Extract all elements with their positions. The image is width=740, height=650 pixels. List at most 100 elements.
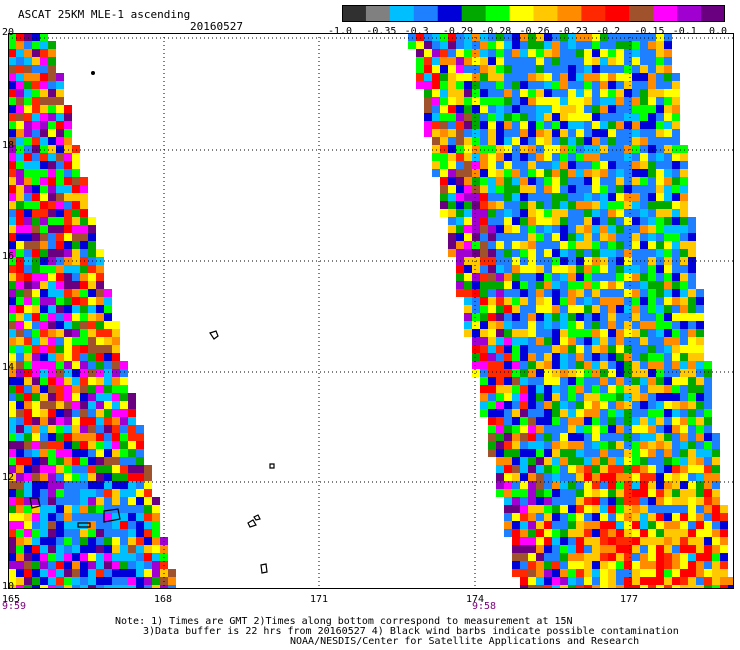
- swath-cell: [568, 393, 576, 401]
- swath-cell: [680, 201, 688, 209]
- swath-cell: [72, 233, 80, 241]
- swath-cell: [472, 97, 480, 105]
- swath-cell: [40, 281, 48, 289]
- swath-cell: [592, 409, 600, 417]
- swath-cell: [456, 121, 464, 129]
- swath-cell: [488, 393, 496, 401]
- swath-cell: [136, 505, 144, 513]
- swath-cell: [472, 153, 480, 161]
- swath-cell: [704, 497, 712, 505]
- swath-cell: [120, 473, 128, 481]
- swath-cell: [672, 89, 680, 97]
- swath-cell: [672, 297, 680, 305]
- swath-cell: [536, 441, 544, 449]
- swath-cell: [632, 33, 640, 41]
- swath-cell: [96, 473, 104, 481]
- swath-cell: [504, 137, 512, 145]
- swath-cell: [552, 521, 560, 529]
- swath-cell: [56, 417, 64, 425]
- colorbar-label: -0.2: [596, 26, 621, 37]
- swath-cell: [96, 385, 104, 393]
- swath-cell: [40, 417, 48, 425]
- swath-cell: [440, 129, 448, 137]
- swath-cell: [616, 129, 624, 137]
- swath-cell: [144, 489, 152, 497]
- swath-cell: [560, 265, 568, 273]
- swath-cell: [560, 161, 568, 169]
- swath-cell: [152, 505, 160, 513]
- swath-cell: [664, 401, 672, 409]
- swath-cell: [536, 353, 544, 361]
- swath-cell: [688, 569, 696, 577]
- swath-cell: [80, 489, 88, 497]
- swath-cell: [536, 313, 544, 321]
- swath-cell: [584, 233, 592, 241]
- swath-cell: [496, 105, 504, 113]
- swath-cell: [624, 313, 632, 321]
- swath-cell: [464, 321, 472, 329]
- swath-cell: [32, 505, 40, 513]
- swath-cell: [616, 377, 624, 385]
- swath-cell: [608, 145, 616, 153]
- swath-cell: [80, 241, 88, 249]
- lat-label-10: 10: [2, 581, 15, 592]
- footnotes: Note: 1) Times are GMT 2)Times along bot…: [115, 617, 679, 647]
- swath-cell: [480, 65, 488, 73]
- swath-cell: [696, 305, 704, 313]
- swath-cell: [704, 489, 712, 497]
- swath-cell: [528, 393, 536, 401]
- swath-cell: [112, 433, 120, 441]
- swath-cell: [64, 401, 72, 409]
- swath-cell: [496, 217, 504, 225]
- swath-cell: [80, 561, 88, 569]
- swath-cell: [608, 241, 616, 249]
- swath-cell: [664, 113, 672, 121]
- swath-cell: [600, 385, 608, 393]
- swath-cell: [656, 137, 664, 145]
- swath-cell: [504, 281, 512, 289]
- swath-cell: [128, 585, 136, 589]
- swath-cell: [616, 105, 624, 113]
- swath-cell: [120, 561, 128, 569]
- swath-cell: [600, 137, 608, 145]
- swath-cell: [536, 145, 544, 153]
- swath-cell: [528, 49, 536, 57]
- swath-cell: [104, 409, 112, 417]
- swath-cell: [560, 497, 568, 505]
- swath-cell: [600, 313, 608, 321]
- swath-cell: [520, 297, 528, 305]
- swath-cell: [424, 113, 432, 121]
- swath-cell: [136, 577, 144, 585]
- swath-cell: [16, 369, 24, 377]
- swath-cell: [584, 177, 592, 185]
- swath-cell: [592, 177, 600, 185]
- swath-cell: [592, 153, 600, 161]
- swath-cell: [80, 449, 88, 457]
- swath-cell: [8, 57, 16, 65]
- swath-cell: [616, 345, 624, 353]
- swath-cell: [56, 281, 64, 289]
- swath-cell: [664, 73, 672, 81]
- swath-cell: [624, 73, 632, 81]
- swath-cell: [624, 129, 632, 137]
- swath-cell: [480, 57, 488, 65]
- swath-cell: [472, 345, 480, 353]
- swath-cell: [600, 345, 608, 353]
- swath-cell: [552, 369, 560, 377]
- swath-cell: [560, 377, 568, 385]
- swath-cell: [584, 553, 592, 561]
- swath-cell: [536, 265, 544, 273]
- swath-cell: [544, 537, 552, 545]
- swath-cell: [104, 337, 112, 345]
- swath-cell: [64, 409, 72, 417]
- swath-cell: [560, 137, 568, 145]
- swath-cell: [32, 201, 40, 209]
- swath-cell: [600, 545, 608, 553]
- swath-cell: [624, 57, 632, 65]
- swath-cell: [648, 409, 656, 417]
- swath-cell: [32, 273, 40, 281]
- swath-cell: [464, 265, 472, 273]
- swath-cell: [504, 177, 512, 185]
- swath-cell: [616, 201, 624, 209]
- swath-cell: [128, 425, 136, 433]
